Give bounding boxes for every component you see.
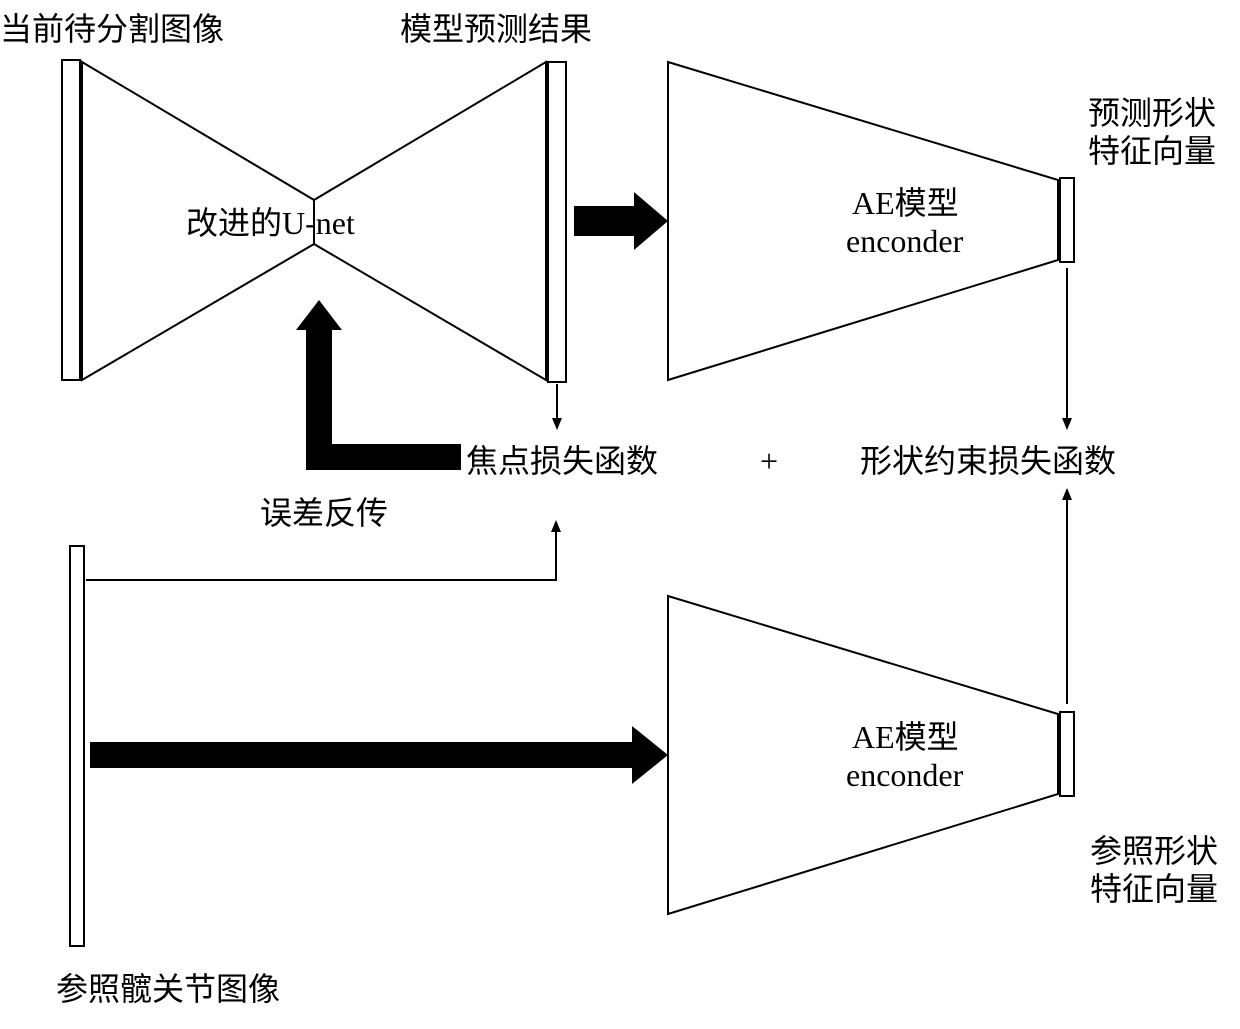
architecture-diagram — [0, 0, 1240, 1029]
ae-encoder-top-label-1: AE模型 — [852, 184, 959, 222]
input-image-label: 当前待分割图像 — [0, 10, 224, 48]
ae-encoder-bottom-label-1: AE模型 — [852, 718, 959, 756]
pred-shape-vec-label-1: 预测形状 — [1088, 94, 1216, 132]
ae-encoder-bottom-label-2: enconder — [846, 756, 963, 794]
ref-feature-vector-rect — [1060, 712, 1074, 796]
backprop-arrow — [296, 300, 461, 470]
ref-shape-vec-label-1: 参照形状 — [1090, 832, 1218, 870]
reference-image-rect — [70, 546, 84, 946]
arrow-ref-to-encoder — [90, 726, 668, 784]
pred-feature-vector-rect — [1060, 178, 1074, 262]
focal-loss-label: 焦点损失函数 — [466, 442, 658, 480]
ref-shape-vec-label-2: 特征向量 — [1090, 870, 1218, 908]
prediction-rect — [548, 62, 566, 382]
arrow-pred-to-encoder — [574, 192, 668, 250]
unet-label: 改进的U-net — [186, 204, 355, 242]
input-image-rect — [62, 60, 80, 380]
pred-shape-vec-label-2: 特征向量 — [1088, 132, 1216, 170]
backprop-label: 误差反传 — [260, 494, 388, 532]
ae-encoder-top-label-2: enconder — [846, 222, 963, 260]
prediction-result-label: 模型预测结果 — [400, 10, 592, 48]
shape-loss-label: 形状约束损失函数 — [860, 442, 1116, 480]
reference-image-label: 参照髋关节图像 — [56, 970, 280, 1008]
plus-label: + — [760, 442, 778, 480]
